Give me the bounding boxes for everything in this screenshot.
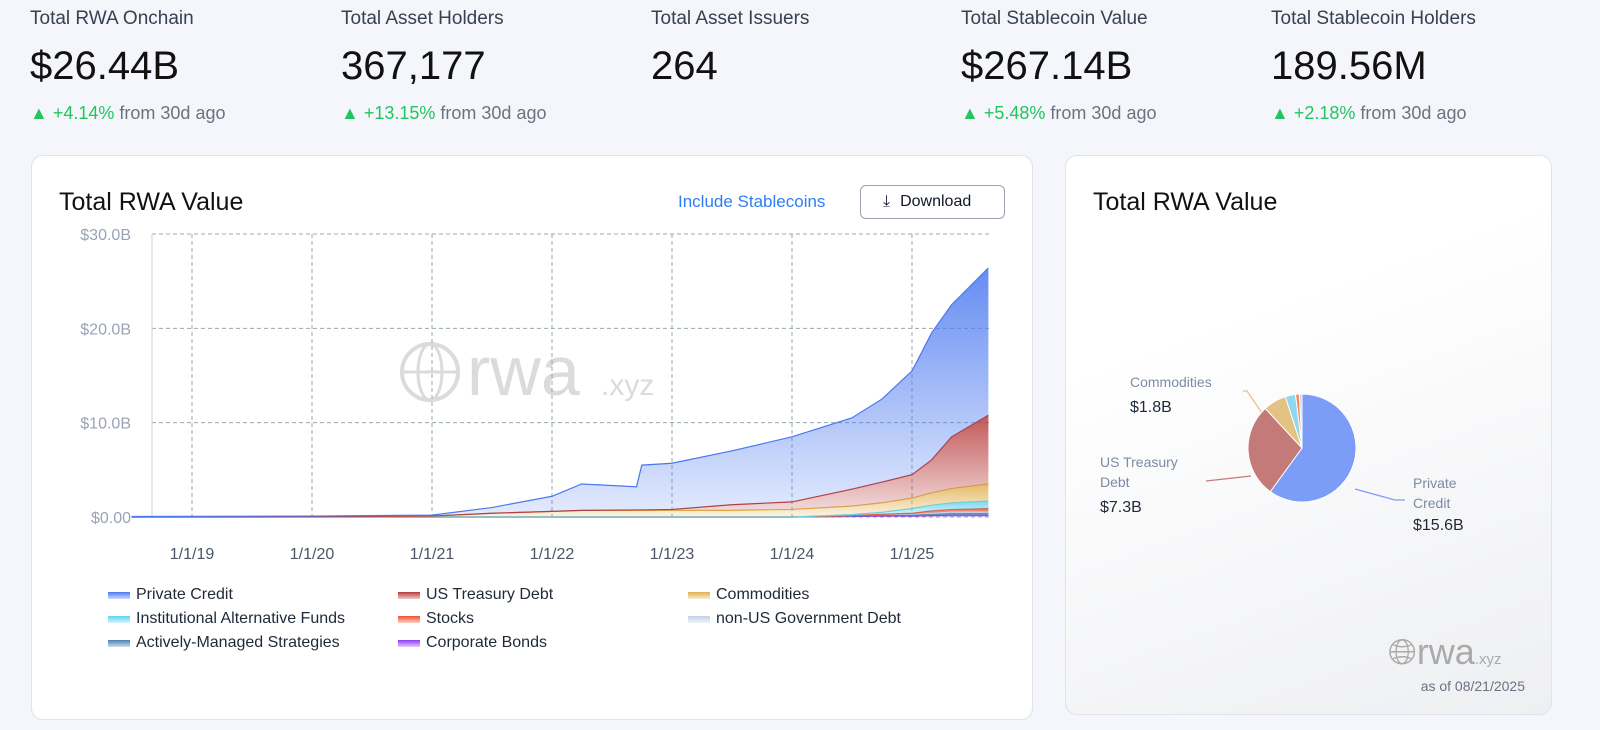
stat-value: 367,177 — [341, 44, 486, 88]
area-series-corporate-bonds — [131, 515, 989, 517]
x-tick-label: 1/1/19 — [170, 546, 215, 563]
include-stablecoins-toggle[interactable]: Include Stablecoins — [678, 192, 826, 211]
globe-icon: 🌐︎ — [1388, 631, 1417, 672]
pie-slice-private-credit[interactable] — [1269, 393, 1357, 503]
pie-slice-non-us-government-debt[interactable] — [1298, 393, 1303, 449]
download-button[interactable]: ⤓ Download — [860, 185, 1005, 219]
y-tick-label: $10.0B — [80, 416, 131, 433]
legend-label: Institutional Alternative Funds — [136, 610, 346, 627]
legend-swatch — [688, 615, 710, 623]
chart-title: Total RWA Value — [59, 188, 244, 216]
x-tick-label: 1/1/20 — [290, 546, 335, 563]
legend-label: Actively-Managed Strategies — [136, 634, 340, 651]
line-series — [131, 267, 989, 518]
legend-swatch — [108, 615, 130, 623]
stat-label: Total Asset Holders — [341, 8, 504, 29]
as-of-date: as of 08/21/2025 — [1420, 678, 1525, 694]
legend-label: Corporate Bonds — [426, 634, 547, 651]
stat-4: Total Stablecoin Holders 189.56M ▲ +2.18% … — [1271, 8, 1571, 124]
pie-watermark: 🌐︎rwa.xyz — [1388, 631, 1502, 672]
legend-item[interactable]: Commodities — [688, 586, 988, 604]
stat-label: Total Stablecoin Holders — [1271, 8, 1476, 29]
pie-label-treasury: US Treasury — [1100, 454, 1178, 470]
legend-swatch — [398, 591, 420, 599]
stat-0: Total RWA Onchain $26.44B ▲ +4.14% from 30… — [30, 8, 330, 124]
stat-label: Total Asset Issuers — [651, 8, 810, 29]
legend-item[interactable]: Actively-Managed Strategies — [108, 634, 398, 652]
area-series-private-credit — [131, 267, 989, 517]
svg-text:.xyz: .xyz — [601, 369, 654, 402]
stat-value: $267.14B — [961, 44, 1133, 88]
stat-3: Total Stablecoin Value $267.14B ▲ +5.48% f… — [961, 8, 1261, 124]
stat-value: 189.56M — [1271, 44, 1427, 88]
download-icon: ⤓ — [883, 193, 891, 210]
stat-change: ▲ +5.48% from 30d ago — [961, 103, 1157, 123]
stat-2: Total Asset Issuers 264 — [651, 8, 951, 89]
y-tick-label: $20.0B — [80, 321, 131, 338]
legend-label: US Treasury Debt — [426, 586, 554, 603]
legend-item[interactable]: Institutional Alternative Funds — [108, 610, 398, 628]
x-tick-label: 1/1/21 — [410, 546, 455, 563]
legend-label: non-US Government Debt — [716, 610, 901, 627]
stat-value: $26.44B — [30, 44, 180, 88]
y-tick-label: $30.0B — [80, 227, 131, 244]
y-tick-label: $0.00 — [91, 510, 131, 527]
pie-value-private-credit: $15.6B — [1413, 517, 1464, 534]
pie-value-commodities: $1.8B — [1130, 399, 1172, 416]
legend-swatch — [108, 639, 130, 647]
stat-change: ▲ +2.18% from 30d ago — [1271, 103, 1467, 123]
pie-slice-us-treasury-debt[interactable] — [1247, 407, 1303, 493]
legend-item[interactable]: Corporate Bonds — [398, 634, 688, 652]
stat-change: ▲ +4.14% from 30d ago — [30, 103, 226, 123]
chart-legend: Private Credit US Treasury Debt Commoditie… — [108, 586, 988, 652]
stat-label: Total RWA Onchain — [30, 8, 194, 29]
x-tick-label: 1/1/23 — [650, 546, 695, 563]
download-label: Download — [900, 193, 972, 210]
x-tick-label: 1/1/24 — [770, 546, 815, 563]
pie-chart: Commodities $1.8B US Treasury Debt $7.3B… — [1100, 374, 1464, 534]
svg-text:rwa: rwa — [467, 332, 580, 410]
legend-item[interactable]: Private Credit — [108, 586, 398, 604]
stat-change: ▲ +13.15% from 30d ago — [341, 103, 547, 123]
stat-value: 264 — [651, 44, 718, 88]
x-tick-label: 1/1/22 — [530, 546, 575, 563]
legend-item[interactable]: US Treasury Debt — [398, 586, 688, 604]
stat-label: Total Stablecoin Value — [961, 8, 1148, 29]
area-chart: $0.00 $10.0B $20.0B $30.0B 1/1/19 1/1/20 1/1/2… — [80, 227, 991, 563]
watermark: rwa .xyz — [400, 332, 654, 410]
pie-title: Total RWA Value — [1093, 188, 1278, 216]
legend-swatch — [398, 615, 420, 623]
legend-label: Stocks — [426, 610, 475, 627]
legend-swatch — [688, 591, 710, 599]
legend-item[interactable]: Stocks — [398, 610, 688, 628]
svg-text:Debt: Debt — [1100, 474, 1130, 490]
pie-label-private-credit: Private — [1413, 475, 1457, 491]
x-tick-label: 1/1/25 — [890, 546, 935, 563]
legend-swatch — [108, 591, 130, 599]
pie-label-commodities: Commodities — [1130, 374, 1212, 390]
legend-item[interactable]: non-US Government Debt — [688, 610, 988, 628]
legend-label: Commodities — [716, 586, 810, 603]
pie-value-treasury: $7.3B — [1100, 499, 1142, 516]
legend-label: Private Credit — [136, 586, 233, 603]
legend-swatch — [398, 639, 420, 647]
stat-1: Total Asset Holders 367,177 ▲ +13.15% from… — [341, 8, 641, 124]
svg-text:Credit: Credit — [1413, 495, 1450, 511]
